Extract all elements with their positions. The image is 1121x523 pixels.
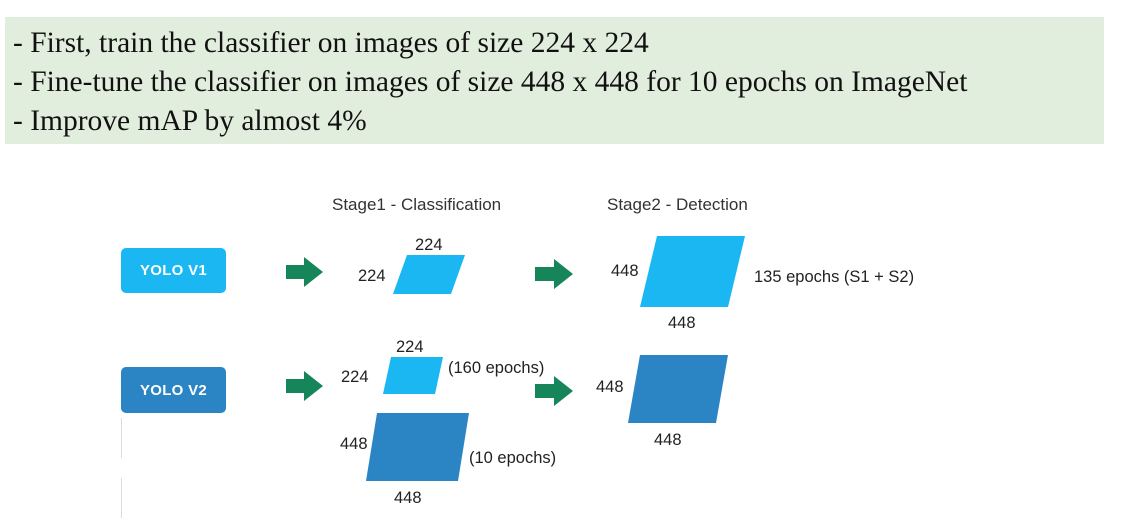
v1-s1-left-size: 224 [358,267,386,285]
yolo-v1-badge: YOLO V1 [121,248,226,293]
v2-s1a-epochs-note: (160 epochs) [448,359,545,377]
v2-s2-left-size: 448 [596,378,624,396]
v2-s2-bottom-size: 448 [654,431,682,449]
v2-stage1-large-parallelogram [366,413,469,481]
arrow-icon [286,257,323,287]
v1-stage1-parallelogram [393,255,465,294]
divider-line [121,418,122,458]
bullet-improve-map: - Improve mAP by almost 4% [13,105,367,137]
bullet-train-224: - First, train the classifier on images … [13,27,649,59]
v2-s1b-left-size: 448 [340,435,368,453]
v2-stage2-parallelogram [628,355,728,423]
v2-stage1-small-parallelogram [383,357,443,394]
v1-s1-top-size: 224 [415,236,443,254]
v2-s1a-left-size: 224 [341,368,369,386]
yolo-v2-badge: YOLO V2 [121,367,226,413]
stage2-title: Stage2 - Detection [607,195,748,214]
arrow-icon [535,259,573,289]
stage1-title: Stage1 - Classification [332,195,502,214]
v1-s2-left-size: 448 [611,262,639,280]
summary-banner: - First, train the classifier on images … [5,17,1104,144]
v1-epochs-note: 135 epochs (S1 + S2) [754,268,915,286]
arrow-icon [535,376,573,406]
bullet-finetune-448: - Fine-tune the classifier on images of … [13,66,968,98]
v2-s1b-epochs-note: (10 epochs) [469,449,557,467]
divider-line [121,478,122,518]
v2-s1b-bottom-size: 448 [394,489,422,507]
v1-s2-bottom-size: 448 [668,314,696,332]
v1-stage2-parallelogram [640,236,745,307]
arrow-icon [286,371,323,401]
v2-s1a-top-size: 224 [396,338,424,356]
